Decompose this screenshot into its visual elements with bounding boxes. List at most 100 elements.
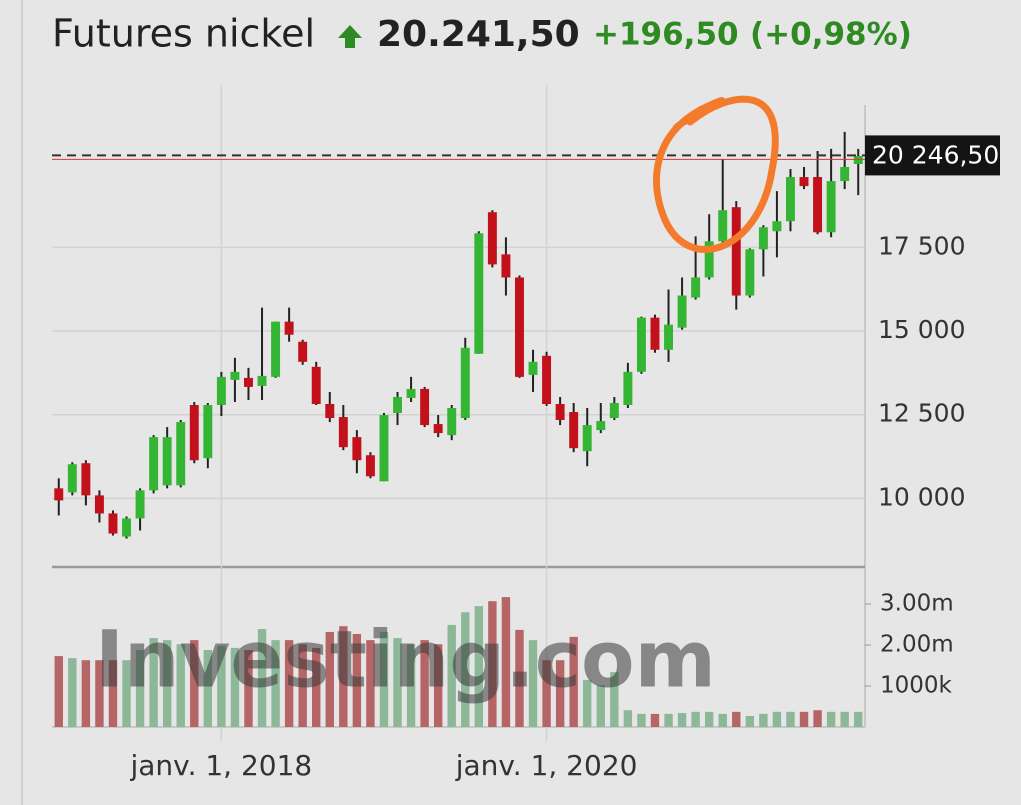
candle-body xyxy=(67,464,77,493)
candle-body xyxy=(230,371,240,380)
y-tick-label: 15 000 xyxy=(878,315,965,344)
volume-bar xyxy=(501,597,511,727)
y-tick-label: 17 500 xyxy=(878,231,965,260)
candle-body xyxy=(54,488,64,501)
candle-body xyxy=(745,249,755,296)
candle-body xyxy=(94,495,104,514)
candle-body xyxy=(352,437,362,461)
candle-body xyxy=(501,254,511,278)
candle-body xyxy=(677,295,687,328)
volume-bar xyxy=(854,711,863,727)
volume-bar xyxy=(759,713,768,727)
change-percent: (+0,98%) xyxy=(750,17,912,53)
volume-bar xyxy=(691,711,700,727)
candle-body xyxy=(786,177,795,222)
candle-body xyxy=(569,412,579,449)
volume-bar xyxy=(542,660,551,727)
volume-bar xyxy=(366,640,375,727)
volume-bar xyxy=(284,640,294,727)
volume-bar xyxy=(528,640,538,727)
candles xyxy=(54,131,863,539)
candle-body xyxy=(704,241,714,278)
up-arrow-icon xyxy=(338,25,362,48)
candle-body xyxy=(555,403,565,421)
candle-body xyxy=(338,417,348,448)
volume-bar xyxy=(176,644,185,727)
candle-body xyxy=(596,421,606,431)
volume-bar xyxy=(379,631,389,727)
volume-bar xyxy=(352,633,362,727)
change: +196,50 xyxy=(593,17,739,53)
volume-bar xyxy=(108,660,118,727)
volume-bar xyxy=(149,638,158,727)
volume-bar xyxy=(718,713,727,727)
candle-body xyxy=(406,388,416,398)
candle-body xyxy=(189,404,199,461)
volume-bar xyxy=(54,656,63,727)
candle-body xyxy=(487,212,497,265)
axes: 10 000 12 500 15 000 17 500 1000k 2.00m 3.00m j… xyxy=(52,135,1000,782)
candle-body xyxy=(691,277,701,298)
candle-body xyxy=(718,210,728,242)
volume-bar xyxy=(190,640,199,727)
x-tick-label: janv. 1, 2020 xyxy=(455,749,638,782)
volume-bar xyxy=(244,649,253,727)
candle-body xyxy=(840,167,850,182)
candle-body xyxy=(311,366,321,404)
volume-bar xyxy=(312,647,321,727)
candle-body xyxy=(203,404,213,459)
volume-bar xyxy=(664,713,673,727)
volume-bar xyxy=(68,658,77,727)
volume-bar xyxy=(393,638,402,727)
volume-bar xyxy=(461,612,470,727)
candle-body xyxy=(420,388,430,426)
candle-body xyxy=(474,233,484,354)
volume-bar xyxy=(339,626,348,727)
volume-bar xyxy=(610,672,619,727)
volume-bar xyxy=(596,685,605,727)
candle-body xyxy=(244,377,253,387)
volume-bar xyxy=(474,606,484,727)
candle-body xyxy=(664,324,673,350)
candle-body xyxy=(813,177,823,233)
annotation-circle xyxy=(653,95,779,253)
volume-bar xyxy=(298,644,307,727)
volume-bar xyxy=(650,713,660,727)
volume-bar xyxy=(637,713,646,727)
volume-tick-label: 1000k xyxy=(880,673,953,699)
candle-body xyxy=(176,422,186,486)
volume-bar xyxy=(420,640,429,727)
volume-bar xyxy=(135,649,145,727)
candle-body xyxy=(609,402,619,419)
volume-bar xyxy=(745,715,755,727)
candle-body xyxy=(799,177,809,187)
current-price-box xyxy=(865,135,1000,176)
candle-body xyxy=(393,396,402,414)
volume-bar xyxy=(433,644,443,727)
candle-body xyxy=(325,403,335,419)
candle-body xyxy=(135,490,145,519)
candle-body xyxy=(365,455,375,477)
candle-body xyxy=(582,425,592,452)
candle-body xyxy=(731,207,741,296)
volume-bar xyxy=(677,713,687,727)
volume-bar xyxy=(271,640,280,727)
y-tick-label: 12 500 xyxy=(878,399,965,428)
volume-bar xyxy=(555,660,565,727)
x-tick-label: janv. 1, 2018 xyxy=(129,749,312,782)
candle-body xyxy=(528,361,538,375)
candle-body xyxy=(542,355,552,404)
volume-panel xyxy=(54,597,863,727)
candle-body xyxy=(298,341,308,362)
volume-bar xyxy=(447,624,456,727)
candle-body xyxy=(636,317,646,372)
volume-bar xyxy=(81,660,91,727)
volume-bar xyxy=(406,644,416,727)
chart-title: Futures nickel xyxy=(52,12,315,56)
volume-bar xyxy=(786,711,795,727)
volume-bar xyxy=(732,711,741,727)
candle-body xyxy=(81,463,91,496)
candle-body xyxy=(216,376,226,405)
candle-body xyxy=(284,321,294,335)
